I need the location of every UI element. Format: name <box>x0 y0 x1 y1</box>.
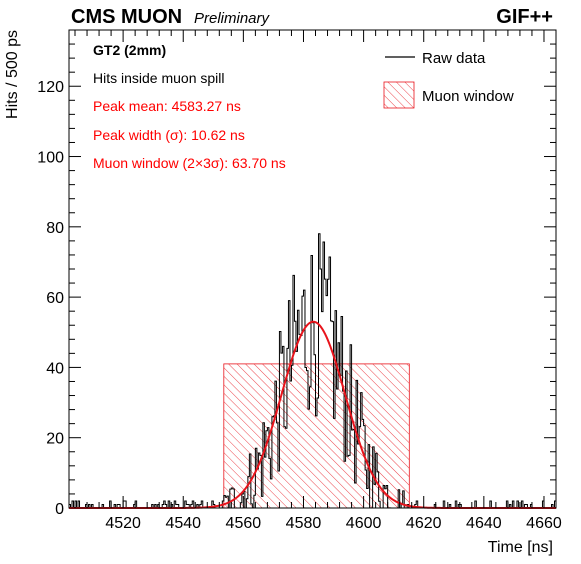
y-axis-label: Hits / 500 ps <box>4 30 21 119</box>
legend-raw-data-label: Raw data <box>422 50 486 67</box>
x-tick-label: 4520 <box>105 515 141 532</box>
legend-muon-window-swatch <box>383 81 415 109</box>
x-tick-label: 4560 <box>226 515 262 532</box>
y-tick-label: 0 <box>55 501 64 518</box>
y-axis-ticks: 0 20 40 60 80 100 120 <box>37 29 556 518</box>
y-tick-label: 120 <box>37 79 64 96</box>
x-tick-label: 4620 <box>406 515 442 532</box>
x-axis-label: Time [ns] <box>488 539 553 556</box>
facility-label: GIF++ <box>496 6 553 28</box>
muon-window-annotation: Muon window (2×3σ): 63.70 ns <box>93 155 286 171</box>
x-tick-label: 4660 <box>526 515 562 532</box>
selection-annotation: Hits inside muon spill <box>93 70 225 86</box>
muon-window-band <box>223 363 410 509</box>
status-label: Preliminary <box>194 10 271 27</box>
detector-annotation: GT2 (2mm) <box>93 42 166 58</box>
y-tick-label: 100 <box>37 150 64 167</box>
legend-muon-window-label: Muon window <box>422 88 514 105</box>
y-tick-label: 60 <box>46 290 64 307</box>
y-tick-label: 80 <box>46 220 64 237</box>
y-tick-label: 20 <box>46 431 64 448</box>
x-tick-label: 4580 <box>286 515 322 532</box>
experiment-label: CMS MUON <box>71 6 182 28</box>
x-tick-label: 4540 <box>165 515 201 532</box>
x-tick-label: 4640 <box>466 515 502 532</box>
legend: Raw data Muon window <box>383 50 514 109</box>
peak-mean-annotation: Peak mean: 4583.27 ns <box>93 98 241 114</box>
x-tick-label: 4600 <box>346 515 382 532</box>
peak-width-annotation: Peak width (σ): 10.62 ns <box>93 127 245 143</box>
y-tick-label: 40 <box>46 360 64 377</box>
muon-window-rect <box>223 363 410 509</box>
x-axis-ticks: 4520 4540 4560 4580 4600 4620 4640 4660 <box>74 30 562 532</box>
